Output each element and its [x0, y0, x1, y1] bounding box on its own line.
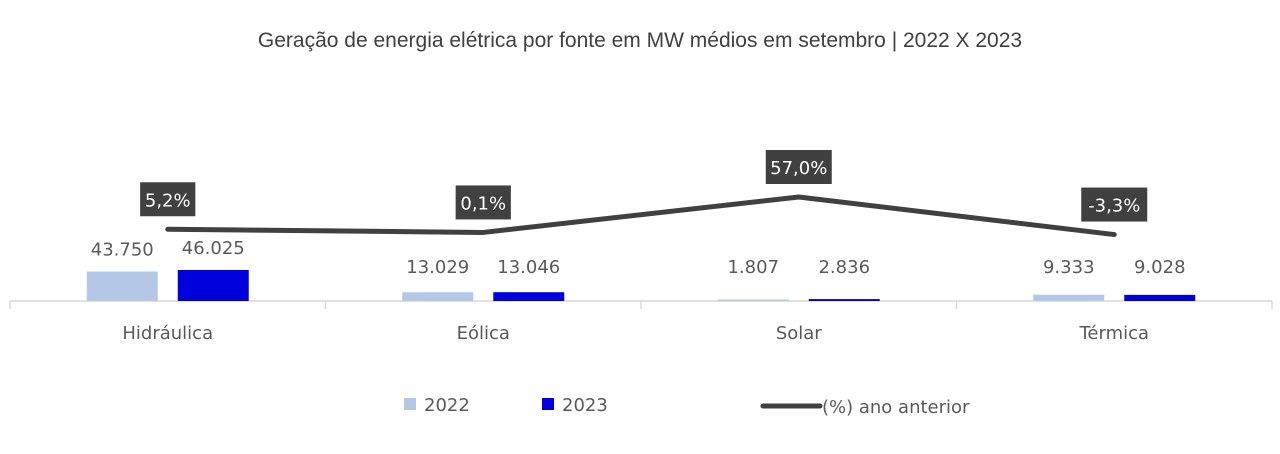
bar-2022-2 — [717, 299, 789, 301]
category-labels: Hidráulica Eólica Solar Térmica — [122, 323, 1149, 344]
pct-line — [165, 194, 1117, 238]
pct-label-2: 57,0% — [770, 158, 827, 179]
category-label-1: Eólica — [457, 323, 510, 344]
pct-label-box-1 — [455, 185, 511, 220]
category-label-0: Hidráulica — [122, 323, 213, 344]
pct-label-box-0 — [140, 182, 196, 217]
category-label-2: Solar — [776, 323, 822, 344]
bar-2023-2 — [808, 299, 880, 301]
bar-2023-1 — [493, 292, 565, 301]
bar-2023-0 — [177, 270, 249, 301]
legend-label-2022: 2022 — [424, 395, 470, 416]
pct-line-path — [165, 194, 1117, 238]
pct-label-box-2 — [765, 150, 832, 184]
pct-label-0: 5,2% — [145, 190, 191, 211]
legend: 2022 2023 (%) ano anterior — [404, 395, 970, 418]
bars — [86, 270, 1196, 301]
chart-title: Geração de energia elétrica por fonte em… — [258, 29, 1022, 52]
bar-label-2023-1: 13.046 — [497, 257, 560, 278]
bar-label-2022-3: 9.333 — [1043, 257, 1095, 278]
bar-labels: 43.750 46.025 13.029 13.046 1.807 2.836 9.333 9… — [91, 238, 1186, 278]
bar-2023-3 — [1124, 294, 1196, 301]
x-axis-ticks — [9, 301, 1273, 309]
legend-swatch-2023 — [542, 398, 554, 410]
bar-label-2022-1: 13.029 — [406, 257, 469, 278]
bar-label-2023-2: 2.836 — [818, 257, 870, 278]
bar-2022-1 — [402, 292, 474, 301]
legend-label-pct: (%) ano anterior — [822, 397, 970, 418]
legend-label-2023: 2023 — [562, 395, 608, 416]
pct-label-3: -3,3% — [1088, 196, 1140, 217]
bar-label-2022-0: 43.750 — [91, 240, 154, 261]
bar-2022-0 — [86, 271, 158, 301]
category-label-3: Térmica — [1078, 323, 1149, 344]
bar-label-2023-3: 9.028 — [1134, 257, 1186, 278]
bar-2022-3 — [1033, 294, 1105, 301]
bar-label-2022-2: 1.807 — [727, 257, 779, 278]
legend-swatch-2022 — [404, 398, 416, 410]
pct-label-1: 0,1% — [460, 193, 506, 214]
pct-label-box-3 — [1081, 187, 1148, 222]
pct-labels: 5,2% 0,1% 57,0% -3,3% — [140, 150, 1148, 222]
bar-label-2023-0: 46.025 — [182, 238, 245, 259]
